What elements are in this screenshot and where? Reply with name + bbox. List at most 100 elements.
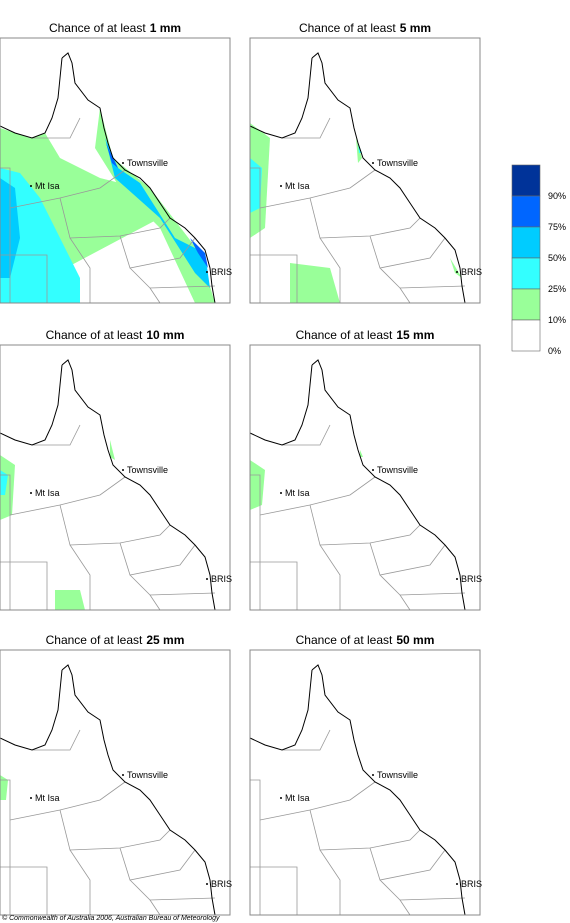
place-dot: [30, 797, 32, 799]
border: [0, 866, 48, 915]
legend-label: 10%: [548, 315, 566, 325]
border: [259, 781, 376, 821]
coast: [311, 52, 466, 304]
border: [250, 779, 261, 915]
rain-area: [0, 775, 8, 800]
place-label: Mt Isa: [35, 181, 60, 191]
map-panel: Townsville Mt Isa BRIS: [249, 344, 482, 611]
rain-area: [250, 158, 262, 213]
border: [369, 235, 446, 269]
border: [59, 809, 171, 851]
place-label: Mt Isa: [35, 488, 60, 498]
rain-area: [450, 258, 462, 278]
place-label: BRIS: [211, 574, 232, 584]
coast: [0, 57, 63, 139]
place-dot: [122, 774, 124, 776]
place-label: BRIS: [461, 574, 482, 584]
border: [379, 267, 466, 289]
legend-label: 0%: [548, 346, 561, 356]
rain-area: [290, 263, 340, 303]
border: [309, 809, 421, 851]
legend-swatch: [511, 195, 541, 228]
rain-area: [55, 590, 85, 610]
border: [129, 879, 216, 901]
map-panel: Townsville Mt Isa BRIS: [0, 37, 232, 304]
coast: [61, 359, 216, 611]
place-dot: [30, 492, 32, 494]
rain-area: [0, 455, 15, 520]
border: [9, 476, 126, 516]
border: [69, 849, 91, 915]
place-label: Townsville: [377, 158, 418, 168]
border: [32, 729, 81, 751]
panel-title: Chance of at least 15 mm: [296, 328, 435, 342]
title-prefix: Chance of at least: [46, 328, 143, 342]
border: [319, 237, 341, 303]
place-label: BRIS: [461, 267, 482, 277]
border: [119, 235, 196, 269]
panel-frame: [249, 344, 481, 611]
title-prefix: Chance of at least: [296, 328, 393, 342]
border: [32, 424, 81, 446]
border: [259, 476, 376, 516]
place-dot: [456, 271, 458, 273]
border: [119, 847, 196, 881]
rain-area: [360, 450, 363, 457]
panel-frame: [249, 649, 481, 916]
border: [32, 117, 81, 139]
border: [0, 254, 48, 303]
coast: [61, 52, 216, 304]
border: [149, 287, 161, 304]
border: [379, 574, 466, 596]
legend-label: 75%: [548, 222, 566, 232]
place-dot: [456, 883, 458, 885]
border: [369, 847, 446, 881]
title-prefix: Chance of at least: [296, 633, 393, 647]
place-dot: [30, 185, 32, 187]
border: [9, 781, 126, 821]
border: [0, 779, 11, 915]
map-panel: Townsville Mt Isa BRIS: [0, 649, 232, 916]
place-label: Mt Isa: [285, 181, 310, 191]
place-label: Mt Isa: [35, 793, 60, 803]
rain-area: [0, 470, 8, 495]
border: [399, 594, 411, 611]
title-prefix: Chance of at least: [299, 21, 396, 35]
place-dot: [280, 492, 282, 494]
place-dot: [372, 469, 374, 471]
place-label: BRIS: [211, 267, 232, 277]
border: [319, 849, 341, 915]
place-label: Mt Isa: [285, 488, 310, 498]
border: [250, 561, 298, 610]
map-panel: Townsville Mt Isa BRIS: [0, 344, 232, 611]
border: [259, 169, 376, 209]
place-dot: [456, 578, 458, 580]
title-amount: 15 mm: [396, 328, 434, 342]
legend-swatch: [511, 319, 541, 352]
border: [282, 117, 331, 139]
border: [282, 729, 331, 751]
place-dot: [206, 271, 208, 273]
place-label: Townsville: [127, 770, 168, 780]
place-label: Townsville: [127, 158, 168, 168]
copyright: © Commonwealth of Australia 2006, Austra…: [2, 914, 220, 922]
panel-frame: [0, 344, 231, 611]
place-label: Townsville: [127, 465, 168, 475]
border: [0, 167, 11, 303]
coast: [249, 364, 313, 446]
rain-area: [105, 138, 210, 288]
title-amount: 10 mm: [146, 328, 184, 342]
legend-swatch: [511, 257, 541, 290]
place-dot: [280, 185, 282, 187]
panel-title: Chance of at least 5 mm: [299, 21, 431, 35]
rain-area: [110, 440, 115, 460]
legend-swatch: [511, 288, 541, 321]
panel-frame: [0, 37, 231, 304]
place-dot: [206, 578, 208, 580]
border: [309, 504, 421, 546]
coast: [311, 359, 466, 611]
panel-title: Chance of at least 25 mm: [46, 633, 185, 647]
legend-label: 50%: [548, 253, 566, 263]
legend-swatch: [511, 164, 541, 197]
place-dot: [372, 774, 374, 776]
